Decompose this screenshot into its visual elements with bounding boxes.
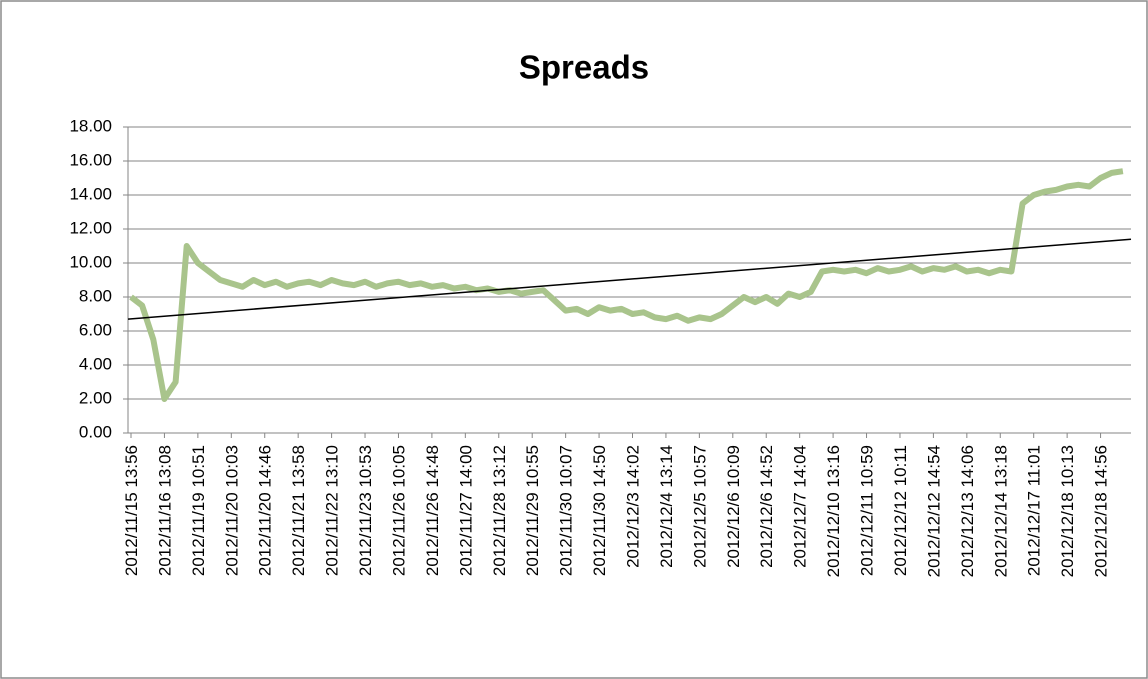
y-tick-label: 10.00 (69, 252, 112, 271)
x-tick-label: 2012/12/10 13:16 (824, 445, 843, 577)
x-tick-label: 2012/12/14 13:18 (991, 445, 1010, 577)
x-tick-label: 2012/11/20 14:46 (256, 445, 275, 576)
x-tick-label: 2012/11/19 10:51 (189, 445, 208, 576)
x-tick-label: 2012/11/29 10:55 (523, 445, 542, 576)
x-tick-label: 2012/11/26 10:05 (389, 445, 408, 576)
y-tick-label: 0.00 (79, 422, 112, 441)
x-tick-label: 2012/12/3 14:02 (624, 445, 643, 568)
y-tick-label: 18.00 (69, 116, 112, 135)
y-tick-label: 12.00 (69, 218, 112, 237)
x-tick-label: 2012/12/6 14:52 (757, 445, 776, 568)
x-tick-label: 2012/12/6 10:09 (724, 445, 743, 568)
x-tick-label: 2012/12/5 10:57 (690, 445, 709, 568)
x-tick-label: 2012/12/12 10:11 (891, 445, 910, 576)
x-tick-label: 2012/12/11 10:59 (858, 445, 877, 576)
x-tick-label: 2012/11/28 13:12 (490, 445, 509, 576)
y-tick-label: 6.00 (79, 320, 112, 339)
chart-title: Spreads (519, 49, 649, 86)
x-tick-label: 2012/12/17 11:01 (1025, 445, 1044, 576)
trendline (127, 238, 1132, 320)
x-tick-label: 2012/11/21 13:58 (289, 445, 308, 576)
x-tick-label: 2012/11/22 13:10 (323, 445, 342, 576)
x-tick-label: 2012/12/7 14:04 (791, 445, 810, 568)
x-tick-label: 2012/12/4 13:14 (657, 445, 676, 568)
x-tick-label: 2012/11/15 13:56 (122, 445, 141, 576)
y-tick-label: 16.00 (69, 150, 112, 169)
series-line (129, 168, 1124, 402)
x-tick-label: 2012/11/30 10:07 (557, 445, 576, 576)
x-tick-label: 2012/11/30 14:50 (590, 445, 609, 576)
y-tick-label: 14.00 (69, 184, 112, 203)
x-tick-label: 2012/12/18 10:13 (1058, 445, 1077, 577)
x-tick-label: 2012/11/27 14:00 (456, 445, 475, 576)
x-tick-label: 2012/11/20 10:03 (222, 445, 241, 576)
x-tick-label: 2012/11/16 13:08 (155, 445, 174, 576)
y-tick-label: 8.00 (79, 286, 112, 305)
x-tick-label: 2012/11/23 10:53 (356, 445, 375, 576)
x-tick-label: 2012/12/13 14:06 (958, 445, 977, 577)
y-tick-label: 4.00 (79, 354, 112, 373)
x-tick-label: 2012/12/18 14:56 (1092, 445, 1111, 577)
y-tick-label: 2.00 (79, 388, 112, 407)
x-tick-label: 2012/11/26 14:48 (423, 445, 442, 576)
x-tick-label: 2012/12/12 14:54 (924, 445, 943, 577)
